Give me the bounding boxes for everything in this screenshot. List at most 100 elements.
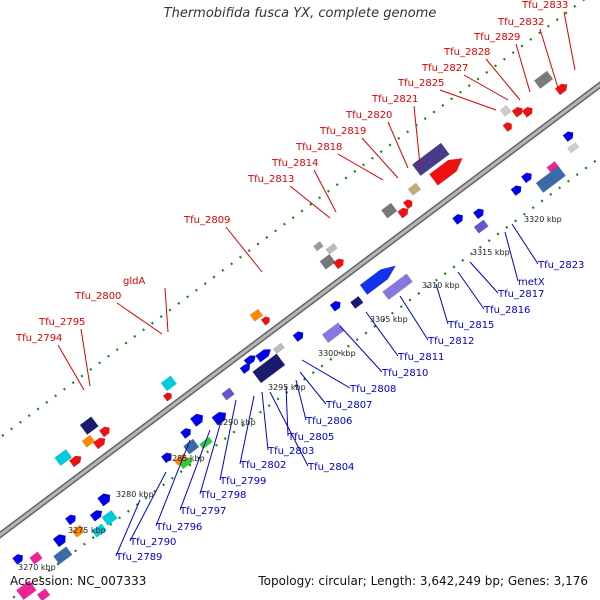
label-Tfu_2811[interactable]: Tfu_2811 (397, 352, 444, 363)
gene-feature-25[interactable] (68, 455, 82, 468)
gene-feature-36[interactable] (473, 219, 489, 234)
label-Tfu_2806[interactable]: Tfu_2806 (305, 416, 352, 427)
label-Tfu_2832[interactable]: Tfu_2832 (497, 17, 544, 28)
gene-feature-16[interactable] (249, 308, 264, 322)
gene-feature-59[interactable] (101, 509, 118, 526)
gene-feature-38[interactable] (382, 273, 413, 301)
label-Tfu_2813[interactable]: Tfu_2813 (247, 174, 294, 185)
gene-feature-0[interactable] (533, 70, 554, 89)
gene-feature-60[interactable] (91, 523, 107, 538)
gene-feature-5[interactable] (502, 122, 513, 133)
gene-feature-32[interactable] (520, 172, 532, 184)
label-Tfu_2794[interactable]: Tfu_2794 (15, 333, 62, 344)
gene-feature-48[interactable] (221, 387, 235, 401)
label-Tfu_2823[interactable]: Tfu_2823 (537, 260, 584, 271)
label-Tfu_2800[interactable]: Tfu_2800 (74, 291, 121, 302)
label-Tfu_2797[interactable]: Tfu_2797 (179, 506, 226, 517)
gene-feature-34[interactable] (452, 214, 464, 225)
label-Tfu_2825[interactable]: Tfu_2825 (397, 78, 444, 89)
gene-feature-31[interactable] (535, 165, 566, 193)
label-Tfu_2808[interactable]: Tfu_2808 (349, 384, 396, 395)
gene-feature-12[interactable] (319, 253, 336, 270)
gene-feature-22[interactable] (92, 437, 106, 450)
gene-feature-20[interactable] (79, 416, 99, 435)
label-Tfu_2821[interactable]: Tfu_2821 (371, 94, 418, 105)
label-Tfu_2798[interactable]: Tfu_2798 (199, 490, 246, 501)
gene-feature-11[interactable] (381, 202, 398, 219)
gene-feature-13[interactable] (332, 258, 344, 270)
label-Tfu_2820[interactable]: Tfu_2820 (345, 110, 392, 121)
label-Tfu_2795[interactable]: Tfu_2795 (38, 317, 85, 328)
gene-feature-46[interactable] (239, 364, 251, 375)
gene-feature-52[interactable] (183, 438, 200, 455)
label-Tfu_2812[interactable]: Tfu_2812 (427, 336, 474, 347)
gene-feature-62[interactable] (64, 514, 76, 526)
gene-feature-28[interactable] (562, 131, 574, 143)
gene-feature-15[interactable] (313, 241, 324, 252)
label-Tfu_2827[interactable]: Tfu_2827 (421, 63, 468, 74)
label-Tfu_2790[interactable]: Tfu_2790 (129, 537, 176, 548)
gene-feature-19[interactable] (162, 392, 172, 402)
label-Tfu_2807[interactable]: Tfu_2807 (325, 400, 372, 411)
label-Tfu_2796[interactable]: Tfu_2796 (155, 522, 202, 533)
label-metX[interactable]: metX (518, 277, 545, 288)
gene-feature-50[interactable] (189, 413, 204, 427)
gene-feature-65[interactable] (29, 551, 43, 565)
gene-feature-57[interactable] (97, 493, 111, 507)
gene-feature-47[interactable] (272, 342, 285, 355)
gene-feature-49[interactable] (211, 411, 227, 426)
gene-feature-23[interactable] (98, 426, 110, 438)
gene-feature-64[interactable] (53, 546, 73, 565)
label-Tfu_2803[interactable]: Tfu_2803 (267, 446, 314, 457)
gene-feature-41[interactable] (321, 322, 345, 343)
gene-feature-35[interactable] (472, 208, 484, 220)
gene-feature-4[interactable] (499, 104, 512, 117)
gene-feature-56[interactable] (160, 452, 172, 464)
gene-feature-37[interactable] (359, 265, 397, 295)
gene-feature-39[interactable] (350, 295, 364, 309)
gene-feature-18[interactable] (160, 375, 177, 392)
gene-feature-51[interactable] (180, 428, 192, 439)
label-Tfu_2816[interactable]: Tfu_2816 (483, 305, 530, 316)
gene-feature-53[interactable] (199, 436, 213, 450)
gene-feature-61[interactable] (71, 524, 86, 538)
label-Tfu_2818[interactable]: Tfu_2818 (295, 142, 342, 153)
gene-feature-33[interactable] (510, 185, 522, 197)
gene-feature-44[interactable] (255, 349, 272, 363)
gene-feature-2[interactable] (521, 106, 533, 118)
label-Tfu_2819[interactable]: Tfu_2819 (319, 126, 366, 137)
label-Tfu_2809[interactable]: Tfu_2809 (183, 215, 230, 226)
label-Tfu_2802[interactable]: Tfu_2802 (239, 460, 286, 471)
label-Tfu_2799[interactable]: Tfu_2799 (219, 476, 266, 487)
label-Tfu_2804[interactable]: Tfu_2804 (307, 462, 354, 473)
gene-feature-58[interactable] (89, 510, 103, 522)
gene-feature-8[interactable] (407, 182, 422, 196)
gene-feature-40[interactable] (329, 300, 341, 312)
label-Tfu_2817[interactable]: Tfu_2817 (497, 289, 544, 300)
gene-feature-67[interactable] (16, 580, 37, 600)
label-Tfu_2810[interactable]: Tfu_2810 (381, 368, 428, 379)
gene-feature-55[interactable] (179, 456, 193, 470)
gene-feature-9[interactable] (402, 199, 413, 210)
gene-feature-14[interactable] (325, 243, 338, 255)
gene-feature-68[interactable] (36, 588, 51, 600)
gene-feature-42[interactable] (292, 331, 304, 343)
label-Tfu_2815[interactable]: Tfu_2815 (447, 320, 494, 331)
gene-feature-17[interactable] (260, 316, 270, 326)
label-Tfu_2805[interactable]: Tfu_2805 (287, 432, 334, 443)
gene-feature-3[interactable] (511, 106, 523, 118)
label-Tfu_2814[interactable]: Tfu_2814 (271, 158, 318, 169)
gene-feature-63[interactable] (52, 534, 66, 548)
label-Tfu_2829[interactable]: Tfu_2829 (473, 32, 520, 43)
label-Tfu_2833[interactable]: Tfu_2833 (521, 0, 568, 11)
gene-feature-1[interactable] (554, 83, 568, 96)
label-Tfu_2828[interactable]: Tfu_2828 (443, 47, 490, 58)
gene-feature-29[interactable] (567, 141, 580, 154)
label-gldA[interactable]: gldA (123, 276, 145, 287)
label-Tfu_2789[interactable]: Tfu_2789 (115, 552, 162, 563)
gene-feature-66[interactable] (12, 554, 24, 565)
gene-feature-54[interactable] (173, 453, 188, 466)
gene-feature-43[interactable] (252, 353, 286, 384)
gene-feature-24[interactable] (54, 449, 73, 467)
